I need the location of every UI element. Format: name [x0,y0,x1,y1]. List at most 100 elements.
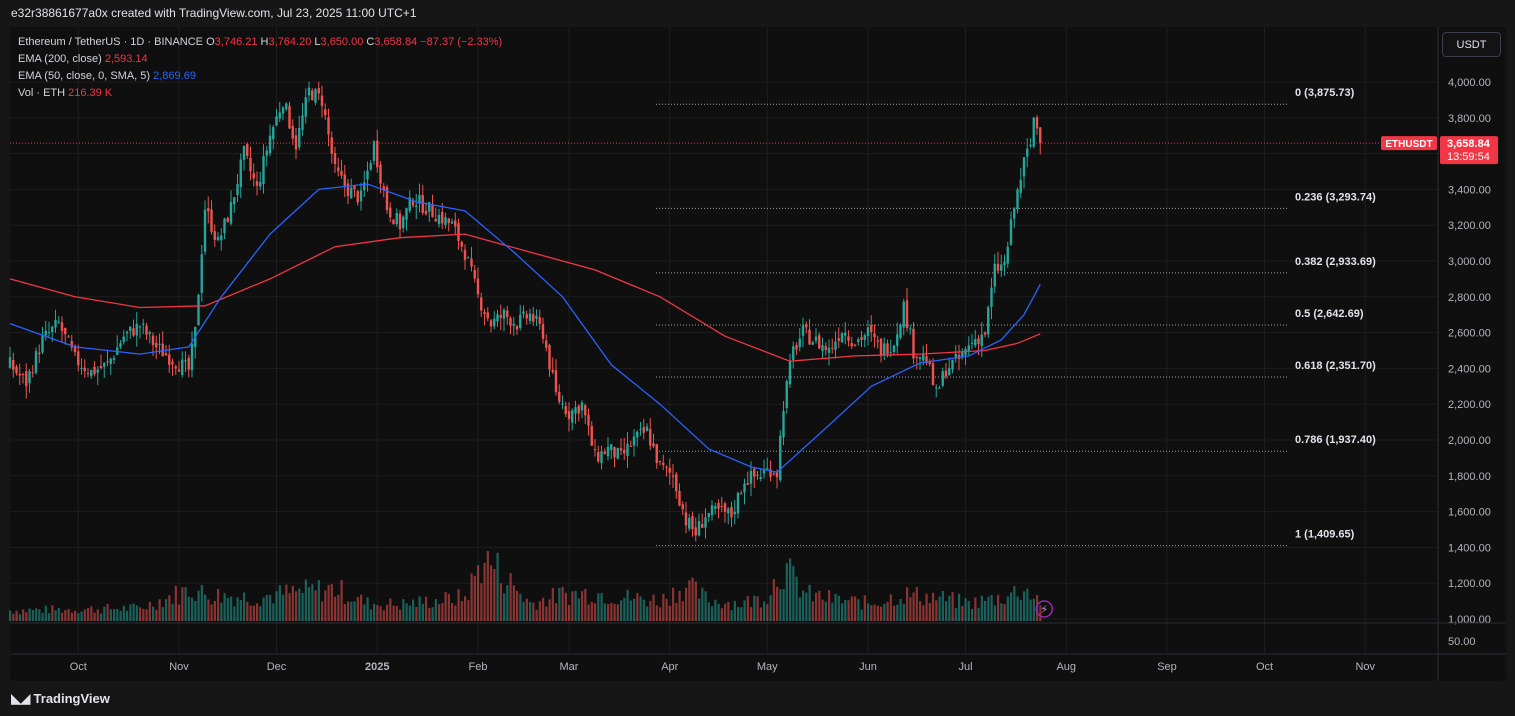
candle-body [252,173,255,179]
candle-body [844,332,847,336]
fib-level-label: 0.382 (2,933.69) [1295,256,1376,268]
volume-bar [876,605,879,621]
volume-bar [665,598,668,621]
candle-body [447,218,450,224]
volume-bar [522,601,525,621]
volume-bar [363,604,366,621]
legend-volume-row[interactable]: Vol · ETH 216.39 K [18,85,502,102]
candle-body [723,503,727,512]
candle-body [681,504,684,510]
volume-bar [298,588,301,621]
candle-body [905,300,909,329]
candle-body [395,212,398,225]
candle-body [883,343,886,355]
candle-body [125,331,129,334]
tradingview-logo[interactable]: ◣◢ TradingView [11,690,110,707]
grid-layer [10,27,1438,654]
volume-bar [304,579,307,621]
volume-bar [496,552,499,621]
candle-body [398,213,402,230]
candle-body [450,221,454,224]
candle-body [278,112,281,119]
ema200-label[interactable]: EMA (200, close) [18,53,102,65]
volume-bar [509,573,512,621]
volume-bar [655,605,658,621]
volume-bar [28,608,31,621]
candle-body [408,197,411,211]
candle-body [73,345,77,353]
close-label: C [366,36,375,48]
volume-bar [360,594,363,621]
volume-bar [389,598,392,621]
volume-bar [330,584,333,621]
volume-bar [603,603,606,621]
y-tick-label: 3,000.00 [1448,256,1491,268]
chart-frame[interactable] [10,27,1506,681]
candle-body [525,314,528,319]
legend-ema200-row[interactable]: EMA (200, close) 2,593.14 [18,51,502,68]
candle-body [727,508,730,514]
candle-body [145,325,148,335]
volume-bar [314,590,317,621]
symbol-name[interactable]: Ethereum / TetherUS · 1D · BINANCE [18,36,204,48]
volume-bar [922,605,925,621]
volume-bar [434,599,437,621]
volume-bar [503,593,506,621]
volume-bar [802,590,805,621]
legend-ema50-row[interactable]: EMA (50, close, 0, SMA, 5) 2,869.69 [18,68,502,85]
x-tick-label: Nov [1355,661,1375,673]
candle-body [369,163,372,170]
candle-body [320,95,324,106]
volume-bar [197,590,200,621]
candle-body [38,352,41,355]
currency-button[interactable]: USDT [1442,32,1501,57]
ema50-label[interactable]: EMA (50, close, 0, SMA, 5) [18,70,151,82]
volume-bar [954,607,957,621]
candle-body [714,506,717,509]
volume-bar [678,590,681,621]
candle-body [216,236,220,241]
volume-bar [145,609,148,621]
candle-body [970,342,974,344]
candle-body [402,216,405,229]
candle-body [623,449,626,454]
volume-bar [506,585,509,621]
volume-bar [668,605,671,621]
candle-body [1009,219,1013,245]
candle-body [60,322,64,331]
candle-body [441,211,444,224]
y-tick-label: 3,200.00 [1448,220,1491,232]
ema50-line [9,183,1041,473]
candle-body [512,323,515,326]
candle-body [632,436,636,446]
candle-body [298,127,301,148]
volume-bar [915,586,918,621]
volume-bar [259,606,262,621]
candle-body [428,201,431,212]
candle-body [411,199,415,206]
volume-bar [740,607,743,621]
candle-body [359,190,363,202]
volume-bar [126,610,129,621]
candle-body [327,117,330,135]
volume-label[interactable]: Vol · ETH [18,87,66,99]
volume-bar [373,603,376,621]
candle-body [486,312,489,319]
candle-body [918,357,922,359]
candle-body [811,342,814,345]
legend-symbol-row[interactable]: Ethereum / TetherUS · 1D · BINANCE O3,74… [18,34,502,51]
volume-bar [243,592,246,621]
candle-body [967,345,970,352]
volume-bar [824,601,827,621]
volume-bar [538,601,541,621]
candle-body [746,483,749,485]
volume-bar [399,609,402,621]
volume-bar [51,605,54,621]
volume-bar [412,599,415,621]
volume-bar [782,588,785,621]
candle-body [15,366,18,374]
volume-bar [626,589,629,621]
candle-body [353,186,356,190]
candle-body [779,435,782,481]
